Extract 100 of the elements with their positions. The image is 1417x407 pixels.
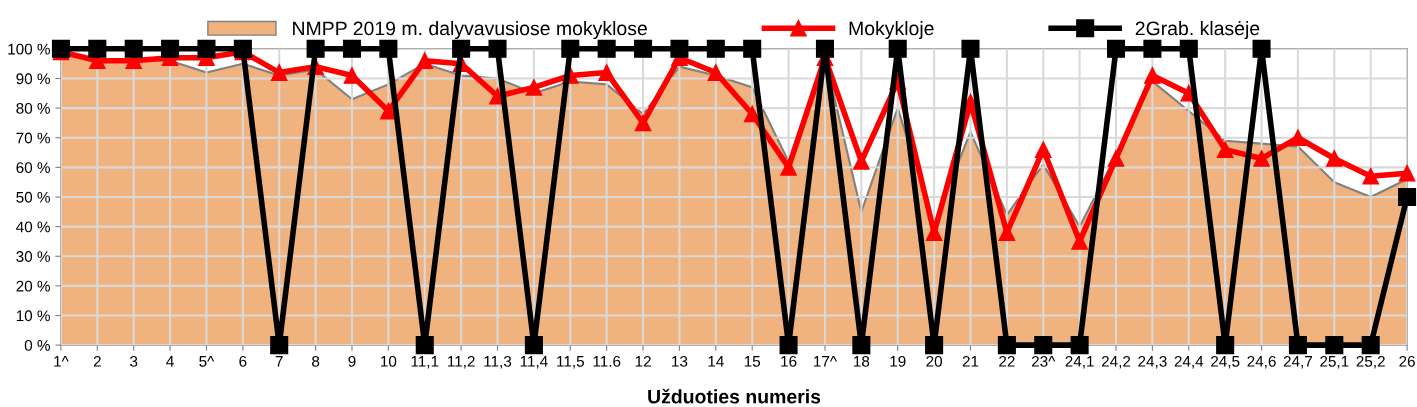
point xyxy=(415,336,434,355)
point xyxy=(1216,336,1235,355)
point xyxy=(853,153,870,170)
point xyxy=(88,39,107,58)
point xyxy=(1071,233,1088,250)
x-tick-label: 1^ xyxy=(54,356,69,367)
x-tick-label: 24,1 xyxy=(1065,355,1094,369)
point xyxy=(706,39,725,58)
legend-label: NMPP 2019 m. dalyvavusiose mokyklose xyxy=(293,20,647,40)
point xyxy=(124,39,143,58)
y-tick-label: 10 % xyxy=(16,310,50,322)
x-tick-label: 5^ xyxy=(199,356,215,367)
x-tick-label: 18 xyxy=(854,355,870,367)
point xyxy=(815,39,834,58)
x-tick-label: 7 xyxy=(275,356,283,367)
x-tick-label: 12 xyxy=(635,355,651,367)
x-tick-label: 26 xyxy=(1399,355,1415,367)
x-tick-label: 10 xyxy=(381,355,397,367)
y-tick-label: 90 % xyxy=(16,73,50,85)
point xyxy=(1253,150,1270,167)
x-tick-label: 15 xyxy=(744,356,761,367)
x-tick-label: 14 xyxy=(708,356,724,367)
x-tick-label: 11.6 xyxy=(593,355,621,367)
point xyxy=(306,39,325,58)
point xyxy=(1361,336,1380,355)
point xyxy=(597,39,616,58)
x-tick-label: 19 xyxy=(890,355,906,367)
x-axis-title: Užduoties numeris xyxy=(648,388,821,404)
x-tick-label: 24,7 xyxy=(1283,355,1313,369)
point xyxy=(961,39,980,58)
point xyxy=(743,39,762,58)
y-tick-label: 70 % xyxy=(16,132,50,144)
point xyxy=(270,336,289,355)
y-tick-label: 100 % xyxy=(8,43,50,55)
x-tick-label: 8 xyxy=(312,355,320,367)
point xyxy=(998,224,1016,241)
point xyxy=(634,39,653,58)
point xyxy=(342,39,362,58)
point xyxy=(1143,39,1162,58)
x-tick-label: 2 xyxy=(93,355,101,367)
point xyxy=(1398,164,1416,182)
point xyxy=(452,39,471,58)
point xyxy=(707,64,725,81)
point xyxy=(1034,141,1052,158)
point xyxy=(1398,187,1417,207)
point xyxy=(780,159,797,176)
y-tick-label: 60 % xyxy=(16,162,50,174)
point xyxy=(1034,336,1053,355)
point xyxy=(561,39,580,58)
point xyxy=(888,39,907,58)
x-tick-label: 9 xyxy=(348,355,356,367)
legend-label: Mokykloje xyxy=(849,20,934,40)
x-tick-label: 25,2 xyxy=(1356,355,1385,369)
x-tick-label: 11,4 xyxy=(520,356,548,369)
x-tick-label: 16 xyxy=(781,355,797,367)
point xyxy=(852,336,871,355)
point xyxy=(634,114,652,132)
point xyxy=(1106,39,1126,58)
x-tick-label: 22 xyxy=(999,355,1015,367)
point xyxy=(1179,39,1198,58)
point xyxy=(197,39,216,58)
x-tick-label: 24,4 xyxy=(1174,355,1204,369)
y-tick-label: 80 % xyxy=(16,102,50,114)
x-tick-label: 11,3 xyxy=(484,355,512,369)
point xyxy=(1107,150,1125,167)
point xyxy=(779,336,798,355)
point xyxy=(1362,167,1380,185)
point xyxy=(598,64,616,81)
point xyxy=(525,79,543,96)
x-tick-label: 24,3 xyxy=(1138,355,1167,369)
x-tick-label: 4 xyxy=(166,356,174,367)
point xyxy=(1144,67,1161,84)
point xyxy=(1289,129,1307,147)
point xyxy=(524,336,543,355)
y-tick-label: 40 % xyxy=(16,221,50,233)
y-tick-label: 0 % xyxy=(24,340,50,351)
x-tick-label: 23^ xyxy=(1031,355,1056,367)
x-tick-label: 25,1 xyxy=(1320,355,1349,369)
point xyxy=(416,52,434,70)
point xyxy=(1070,336,1089,355)
point xyxy=(161,39,180,58)
point xyxy=(1216,141,1234,158)
point xyxy=(270,64,288,81)
legend-label: 2Grab. klasėje xyxy=(1135,20,1260,40)
x-tick-label: 3 xyxy=(130,355,138,367)
x-tick-label: 17^ xyxy=(814,356,837,367)
x-tick-label: 6 xyxy=(239,355,247,367)
point xyxy=(488,39,507,58)
x-tick-label: 13 xyxy=(672,355,688,367)
point xyxy=(379,39,398,58)
point xyxy=(670,39,689,58)
y-tick-label: 30 % xyxy=(16,251,50,262)
point xyxy=(1252,39,1271,58)
point xyxy=(1288,336,1307,355)
x-tick-label: 24,6 xyxy=(1247,355,1276,369)
x-tick-label: 11,5 xyxy=(557,356,584,369)
x-tick-label: 24,2 xyxy=(1101,355,1131,369)
y-tick-label: 50 % xyxy=(16,191,50,203)
x-tick-label: 11,2 xyxy=(448,355,475,369)
point xyxy=(1325,150,1343,167)
